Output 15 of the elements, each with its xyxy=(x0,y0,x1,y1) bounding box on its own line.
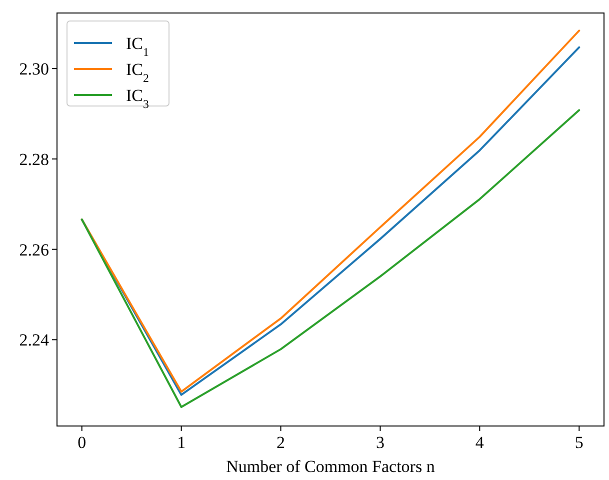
x-tick-label: 4 xyxy=(475,433,484,452)
x-tick-label: 2 xyxy=(276,433,286,452)
y-tick-label: 2.24 xyxy=(19,330,50,350)
x-axis-title: Number of Common Factors n xyxy=(226,457,436,476)
legend-label: IC$_{3}$ xyxy=(126,86,149,111)
x-tick-label: 1 xyxy=(177,433,186,452)
line-series xyxy=(80,109,580,408)
legend-label: IC$_{1}$ xyxy=(126,34,149,59)
x-tick-label: 0 xyxy=(78,433,86,452)
legend-label: IC$_{2}$ xyxy=(126,60,149,85)
x-tick-label: 3 xyxy=(376,433,384,452)
y-tick-label: 2.26 xyxy=(19,240,49,260)
x-tick-label: 5 xyxy=(574,433,584,452)
y-tick-label: 2.30 xyxy=(19,60,49,79)
y-tick-label: 2.28 xyxy=(19,150,49,169)
